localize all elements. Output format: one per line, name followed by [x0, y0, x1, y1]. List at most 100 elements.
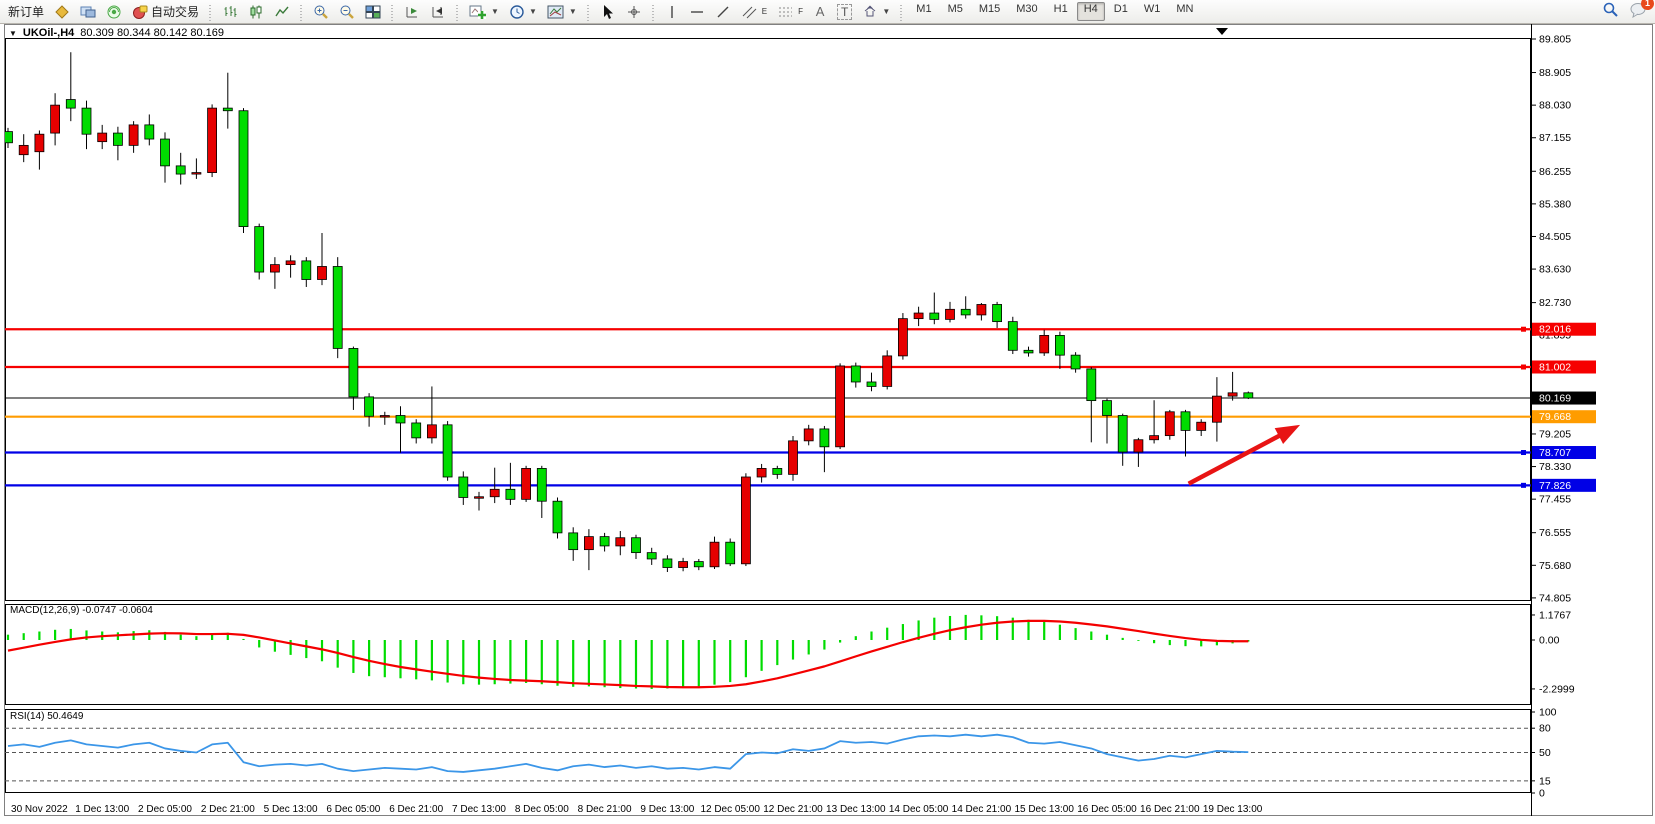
signals-button[interactable]: [102, 2, 126, 22]
rsi-panel-border: [5, 709, 1531, 793]
templates-button[interactable]: ▼: [543, 2, 581, 22]
tab-timeframe-d1[interactable]: D1: [1113, 3, 1128, 15]
tab-timeframe-w1[interactable]: W1: [1143, 3, 1161, 15]
price-tick-label: 78.330: [1539, 461, 1571, 473]
template-icon: [547, 4, 565, 20]
tab-timeframe-m30[interactable]: M30: [1016, 3, 1038, 15]
horizontal-line-tool-button[interactable]: [685, 2, 709, 22]
time-axis-label: 14 Dec 21:00: [952, 804, 1012, 815]
zoom-out-button[interactable]: [335, 2, 359, 22]
support-1-price-tag: [1532, 446, 1596, 460]
time-axis-label: 6 Dec 21:00: [389, 804, 443, 815]
time-axis-label: 19 Dec 13:00: [1203, 804, 1263, 815]
market-watch-button[interactable]: [76, 2, 100, 22]
diamond-icon: [54, 4, 70, 20]
candle: [536, 468, 547, 502]
tab-timeframe-m5[interactable]: M5: [947, 3, 963, 15]
candle: [976, 304, 987, 316]
tab-timeframe-h4[interactable]: H4: [1076, 2, 1105, 21]
arrows-shape-icon: [862, 4, 878, 20]
candle: [505, 488, 516, 500]
candle: [756, 468, 767, 478]
trend-arrow-head[interactable]: [1274, 424, 1301, 444]
search-icon[interactable]: [1602, 1, 1619, 23]
zoom-in-button[interactable]: [309, 2, 333, 22]
candle: [1149, 435, 1159, 441]
add-indicator-icon: [469, 4, 487, 20]
auto-trading-button[interactable]: 自动交易: [128, 2, 203, 22]
candle: [238, 110, 249, 228]
trendline-tool-button[interactable]: [711, 2, 735, 22]
channel-letter: E: [761, 7, 768, 16]
text-tool-icon: A: [815, 4, 825, 19]
indicator-window-up-button[interactable]: [400, 2, 424, 22]
price-tick-label: 88.905: [1539, 67, 1571, 79]
candlestick-mode-button[interactable]: [244, 2, 268, 22]
charts-menu-button[interactable]: [50, 2, 74, 22]
periods-button[interactable]: ▼: [505, 2, 541, 22]
fibonacci-tool-button[interactable]: F: [773, 2, 807, 22]
support-1-handle[interactable]: [1521, 450, 1526, 456]
signal-icon: [106, 4, 122, 20]
chevron-down-icon: ▼: [9, 28, 17, 38]
vertical-line-tool-button[interactable]: [661, 2, 683, 22]
tile-windows-button[interactable]: [361, 2, 385, 22]
time-axis-label: 2 Dec 21:00: [201, 804, 255, 815]
candle: [850, 365, 861, 383]
notifications-button[interactable]: 1: [1629, 0, 1654, 23]
tab-timeframe-m15[interactable]: M15: [978, 3, 1001, 15]
tab-timeframe-h1[interactable]: H1: [1053, 3, 1068, 15]
trend-arrow-shaft[interactable]: [1187, 430, 1287, 486]
bar-chart-mode-button[interactable]: [218, 2, 242, 22]
support-2-handle[interactable]: [1521, 482, 1526, 488]
candle: [160, 138, 170, 167]
candle: [144, 124, 155, 140]
chart-title-bar[interactable]: ▼ UKOil-,H4 80.309 80.344 80.142 80.169: [9, 27, 224, 39]
candle: [646, 552, 657, 560]
crosshair-icon: [626, 4, 642, 20]
tab-timeframe-mn[interactable]: MN: [1176, 3, 1194, 15]
candle: [1023, 349, 1034, 354]
price-tick-label: 83.630: [1539, 264, 1571, 276]
new-order-button[interactable]: 新订单: [4, 2, 48, 22]
candle: [788, 440, 798, 475]
candle: [803, 428, 814, 442]
chart-canvas[interactable]: 89.805 88.905 88.030 87.155 86.255 85.380 84.5…: [0, 24, 1655, 824]
candle: [1055, 335, 1065, 356]
candle: [709, 541, 720, 568]
rsi-scale-label: 50: [1539, 747, 1551, 759]
dropdown-caret-icon: ▼: [568, 7, 577, 16]
indicator-window-down-button[interactable]: [426, 2, 450, 22]
time-axis-label: 7 Dec 13:00: [452, 804, 506, 815]
macd-panel-border: [5, 604, 1531, 705]
toolbar: 新订单 自动交易 ▼ ▼: [0, 0, 1655, 24]
time-axis-label: 12 Dec 05:00: [700, 804, 760, 815]
channel-tool-button[interactable]: E: [737, 2, 771, 22]
candle: [741, 476, 751, 565]
current-price-price-tag: [1532, 391, 1596, 405]
chart-shift-marker[interactable]: [1216, 28, 1228, 35]
candle: [1133, 439, 1144, 453]
text-label-tool-button[interactable]: T: [833, 2, 856, 22]
support-2-price-tag-text: 77.826: [1539, 480, 1571, 492]
price-tick-label: 75.680: [1539, 560, 1571, 572]
fibo-letter: F: [798, 7, 804, 16]
rsi-line: [7, 733, 1249, 773]
resistance-1-handle[interactable]: [1521, 326, 1526, 332]
add-indicator-button[interactable]: ▼: [465, 2, 503, 22]
candle: [379, 415, 390, 418]
text-tool-button[interactable]: A: [809, 2, 831, 22]
resistance-2-handle[interactable]: [1521, 364, 1526, 370]
time-axis-label: 9 Dec 13:00: [640, 804, 694, 815]
rsi-scale-label: 80: [1539, 723, 1551, 735]
candle: [992, 304, 1002, 323]
price-tick-label: 85.380: [1539, 198, 1571, 210]
line-chart-mode-button[interactable]: [270, 2, 294, 22]
time-axis-label: 6 Dec 05:00: [326, 804, 380, 815]
resistance-1-price-tag-text: 82.016: [1539, 324, 1571, 336]
clock-icon: [509, 4, 525, 20]
tab-timeframe-m1[interactable]: M1: [916, 3, 932, 15]
shapes-tool-button[interactable]: ▼: [858, 2, 894, 22]
cursor-tool-button[interactable]: [596, 2, 620, 22]
crosshair-tool-button[interactable]: [622, 2, 646, 22]
